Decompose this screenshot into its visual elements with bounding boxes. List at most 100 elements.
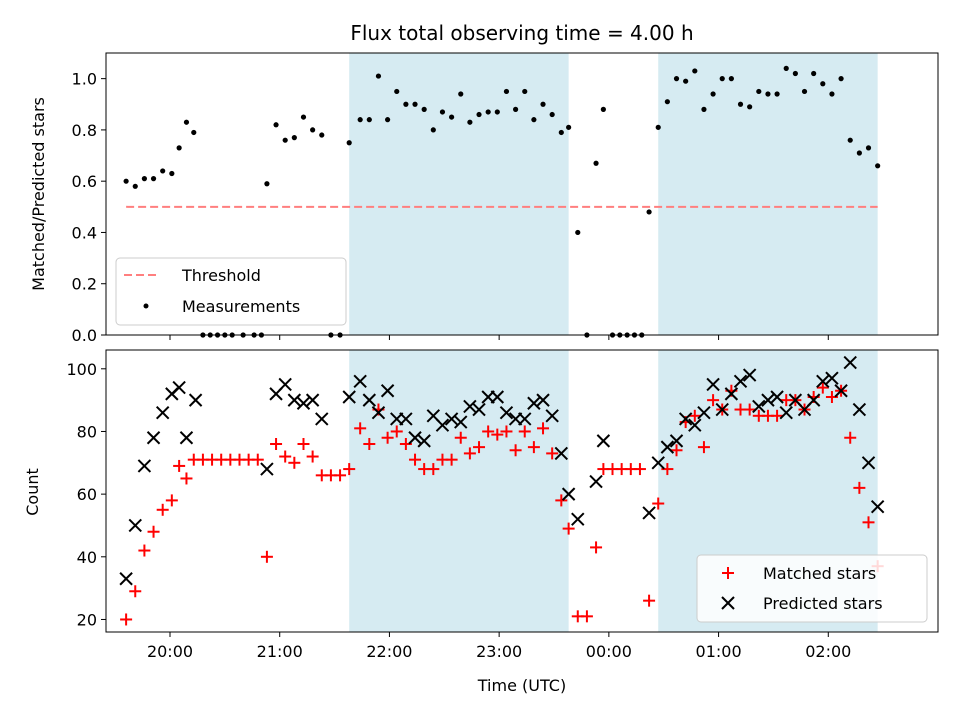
predicted-stars-point bbox=[589, 474, 603, 489]
y-tick-label: 0.4 bbox=[72, 223, 97, 242]
matched-stars-point bbox=[816, 381, 829, 394]
y-tick-label: 20 bbox=[77, 610, 97, 629]
matched-stars-point bbox=[562, 522, 575, 535]
measurement-point bbox=[728, 76, 734, 82]
predicted-stars-point bbox=[669, 434, 684, 448]
measurement-point bbox=[430, 127, 436, 133]
matched-stars-point bbox=[527, 441, 540, 454]
matched-stars-point bbox=[491, 428, 504, 441]
predicted-stars-point bbox=[435, 418, 450, 432]
matched-stars-point bbox=[251, 453, 264, 466]
predicted-stars-point bbox=[761, 393, 775, 407]
measurement-point bbox=[792, 70, 798, 77]
predicted-stars-point bbox=[179, 431, 194, 445]
measurement-point bbox=[829, 91, 835, 97]
measurement-point bbox=[513, 106, 519, 112]
predicted-stars-point bbox=[561, 487, 576, 501]
y-tick-label: 0.6 bbox=[72, 172, 97, 191]
matched-stars-point bbox=[482, 425, 495, 438]
matched-stars-point bbox=[454, 431, 467, 444]
predicted-stars-point bbox=[596, 434, 611, 448]
measurement-point bbox=[319, 132, 325, 138]
measurement-point bbox=[282, 137, 288, 143]
predicted-stars-point bbox=[260, 462, 274, 476]
predicted-stars-point bbox=[536, 393, 550, 407]
measurement-point bbox=[856, 150, 862, 156]
predicted-stars-point bbox=[715, 402, 729, 417]
x-tick-label: 02:00 bbox=[805, 642, 851, 661]
measurement-point bbox=[575, 229, 581, 236]
matched-stars-point bbox=[180, 472, 193, 485]
x-tick-label: 21:00 bbox=[257, 642, 303, 661]
measurement-point bbox=[160, 168, 166, 174]
measurement-point bbox=[865, 145, 872, 151]
measurement-point bbox=[549, 111, 555, 118]
matched-stars-point bbox=[500, 425, 513, 438]
matched-stars-point bbox=[652, 497, 665, 510]
matched-stars-point bbox=[173, 459, 186, 472]
count-y-axis-label: Count bbox=[23, 468, 42, 516]
measurement-point bbox=[476, 111, 482, 118]
predicted-stars-point bbox=[188, 393, 203, 407]
matched-stars-point bbox=[590, 541, 603, 554]
measurement-point bbox=[756, 88, 762, 95]
y-tick-label: 0.8 bbox=[72, 121, 97, 140]
measurement-point bbox=[737, 101, 744, 107]
measurement-point bbox=[600, 106, 606, 112]
measurement-point bbox=[150, 176, 157, 182]
predicted-stars-point bbox=[825, 371, 839, 385]
x-axis-label: Time (UTC) bbox=[477, 676, 566, 695]
measurement-point bbox=[412, 101, 418, 107]
predicted-stars-point bbox=[490, 390, 505, 404]
predicted-stars-point bbox=[362, 393, 377, 407]
measurement-point bbox=[710, 91, 716, 97]
predicted-stars-point bbox=[571, 512, 585, 526]
measurement-point bbox=[485, 109, 491, 115]
matched-stars-point bbox=[743, 403, 756, 416]
measurement-point bbox=[191, 129, 197, 136]
measurement-point bbox=[346, 140, 352, 146]
predicted-stars-point bbox=[861, 456, 876, 470]
predicted-stars-point bbox=[870, 499, 885, 514]
measurement-point bbox=[310, 127, 316, 133]
x-tick-label: 22:00 bbox=[366, 642, 412, 661]
matched-stars-point bbox=[120, 613, 133, 626]
x-tick-label: 00:00 bbox=[586, 642, 632, 661]
ratio-chart-title: Flux total observing time = 4.00 h bbox=[350, 21, 693, 45]
matched-stars-point bbox=[363, 438, 376, 450]
predicted-stars-point bbox=[742, 368, 757, 382]
measurement-point bbox=[765, 91, 771, 97]
matched-stars-point bbox=[670, 444, 683, 457]
matched-stars-point bbox=[409, 453, 422, 466]
matched-stars-point bbox=[518, 425, 531, 438]
matched-stars-point bbox=[297, 438, 310, 450]
y-tick-label: 80 bbox=[77, 422, 97, 441]
predicted-stars-point bbox=[371, 405, 386, 420]
matched-stars-point bbox=[147, 525, 160, 538]
measurement-point bbox=[503, 88, 510, 95]
measurement-point bbox=[394, 88, 400, 95]
predicted-stars-point bbox=[706, 377, 720, 392]
predicted-stars-point bbox=[770, 390, 784, 404]
matched-legend-label: Matched stars bbox=[763, 564, 876, 583]
measurement-point bbox=[692, 68, 698, 74]
matched-stars-point bbox=[697, 441, 710, 454]
predicted-stars-point bbox=[806, 393, 821, 407]
measurement-point bbox=[132, 183, 138, 189]
matched-stars-point bbox=[445, 453, 458, 466]
predicted-stars-point bbox=[733, 374, 748, 389]
predicted-stars-point bbox=[287, 393, 302, 407]
matched-stars-point bbox=[138, 544, 151, 557]
predicted-stars-point bbox=[380, 384, 395, 398]
measurement-point bbox=[291, 135, 297, 141]
measurement-point bbox=[449, 114, 455, 120]
predicted-stars-point bbox=[752, 399, 766, 414]
predicted-stars-point bbox=[779, 405, 793, 420]
measurement-point bbox=[494, 109, 500, 115]
matched-stars-point bbox=[354, 422, 367, 435]
measurement-point bbox=[300, 114, 307, 120]
predicted-stars-point bbox=[172, 380, 186, 395]
measurement-point bbox=[366, 117, 372, 123]
measurement-point bbox=[719, 76, 725, 82]
measurement-point bbox=[673, 76, 680, 82]
